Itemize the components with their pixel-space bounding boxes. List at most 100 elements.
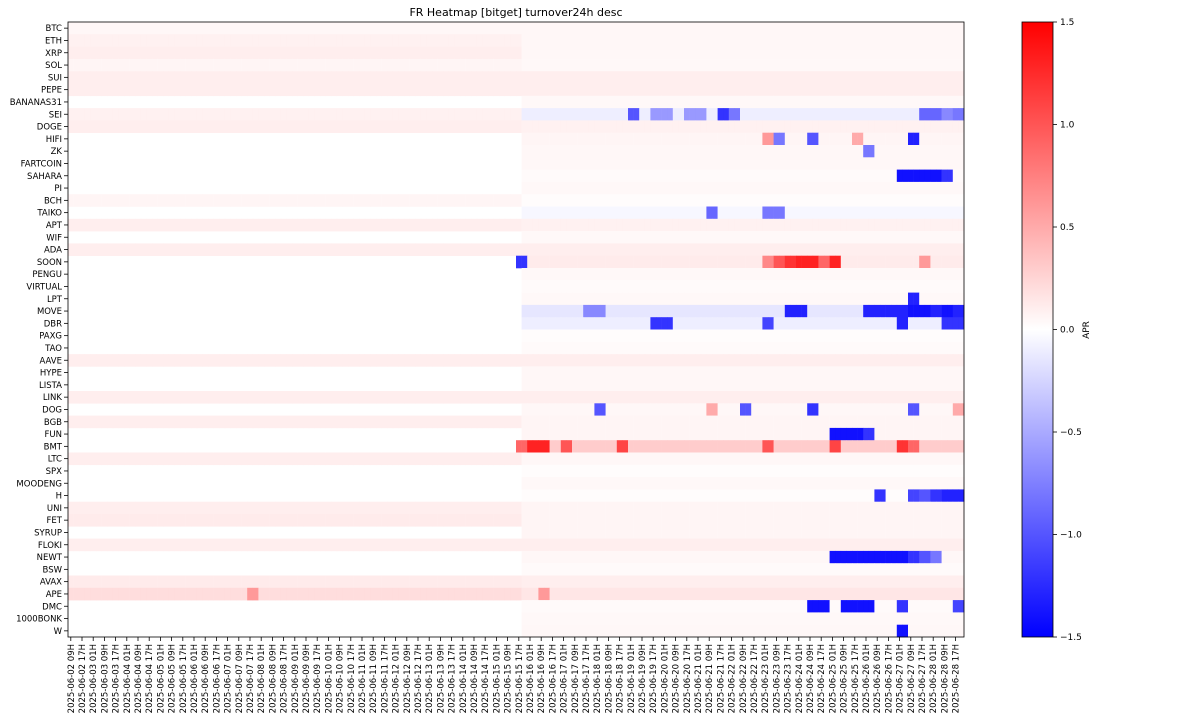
heatmap-cell (751, 83, 758, 97)
heatmap-cell (728, 354, 735, 367)
heatmap-cell (784, 132, 791, 146)
heatmap-cell (852, 366, 858, 379)
heatmap-cell (818, 255, 825, 269)
heatmap-cell (924, 231, 931, 244)
heatmap-cell (745, 452, 752, 466)
heatmap-cell (812, 403, 819, 416)
heatmap-cell (84, 391, 91, 404)
heatmap-cell (762, 464, 769, 478)
heatmap-cell (835, 22, 842, 35)
heatmap-cell (224, 34, 231, 47)
heatmap-cell (924, 366, 931, 379)
heatmap-cell (801, 329, 808, 343)
heatmap-cell (717, 514, 724, 527)
heatmap-cell (488, 501, 494, 515)
heatmap-cell (600, 464, 606, 478)
heatmap-cell (600, 514, 606, 527)
heatmap-cell (773, 280, 780, 293)
heatmap-cell (958, 464, 965, 478)
heatmap-cell (588, 194, 595, 207)
heatmap-cell (661, 538, 668, 552)
heatmap-cell (280, 501, 287, 515)
heatmap-cell (919, 427, 926, 441)
heatmap-cell (840, 477, 847, 490)
heatmap-cell (269, 58, 276, 72)
heatmap-cell (336, 354, 343, 367)
heatmap-cell (331, 46, 338, 60)
heatmap-cell (919, 268, 926, 281)
heatmap-cell (717, 71, 724, 84)
heatmap-cell (616, 415, 623, 429)
heatmap-cell (633, 501, 640, 515)
heatmap-cell (639, 34, 646, 47)
heatmap-cell (471, 514, 478, 527)
heatmap-cell (549, 218, 556, 232)
heatmap-cell (600, 292, 606, 306)
heatmap-cell (790, 120, 797, 133)
heatmap-cell (152, 538, 158, 552)
heatmap-cell (650, 194, 657, 207)
heatmap-cell (840, 132, 847, 146)
heatmap-cell (661, 440, 668, 453)
heatmap-cell (947, 403, 954, 416)
heatmap-cell (723, 120, 730, 133)
heatmap-cell (454, 71, 461, 84)
heatmap-cell (236, 218, 242, 232)
heatmap-cell (555, 231, 562, 244)
heatmap-cell (678, 145, 685, 158)
heatmap-cell (745, 22, 752, 35)
heatmap-cell (740, 452, 746, 466)
heatmap-cell (264, 538, 270, 552)
heatmap-cell (611, 22, 618, 35)
heatmap-cell (611, 268, 618, 281)
heatmap-cell (818, 268, 825, 281)
heatmap-cell (734, 132, 741, 146)
heatmap-cell (163, 194, 170, 207)
heatmap-cell (656, 71, 662, 84)
heatmap-cell (622, 22, 629, 35)
heatmap-cell (448, 120, 455, 133)
heatmap-cell (639, 354, 646, 367)
heatmap-cell (202, 108, 209, 121)
heatmap-cell (863, 169, 870, 183)
heatmap-cell (667, 317, 674, 330)
heatmap-cell (930, 194, 937, 207)
heatmap-cell (73, 108, 80, 121)
heatmap-cell (807, 268, 814, 281)
heatmap-cell (84, 218, 91, 232)
heatmap-cell (835, 317, 842, 330)
heatmap-cell (616, 243, 623, 256)
heatmap-cell (672, 563, 679, 576)
heatmap-cell (387, 415, 394, 429)
heatmap-cell (930, 83, 937, 97)
heatmap-cell (656, 514, 662, 527)
heatmap-cell (286, 391, 293, 404)
heatmap-cell (616, 34, 623, 47)
heatmap-cell (275, 514, 282, 527)
heatmap-cell (560, 169, 567, 183)
heatmap-cell (678, 194, 685, 207)
heatmap-cell (73, 415, 80, 429)
heatmap-cell (880, 526, 886, 539)
heatmap-cell (695, 440, 702, 453)
heatmap-cell (124, 46, 130, 60)
heatmap-cell (829, 341, 836, 355)
heatmap-cell (594, 268, 601, 281)
heatmap-cell (443, 58, 450, 72)
heatmap-cell (913, 157, 920, 170)
heatmap-cell (650, 341, 657, 355)
heatmap-cell (667, 108, 674, 121)
heatmap-cell (168, 501, 175, 515)
heatmap-cell (549, 34, 556, 47)
heatmap-cell (891, 514, 898, 527)
heatmap-cell (958, 427, 965, 441)
heatmap-cell (96, 194, 102, 207)
heatmap-cell (751, 194, 758, 207)
heatmap-cell (723, 550, 730, 564)
heatmap-cell (913, 440, 920, 453)
heatmap-cell (628, 366, 634, 379)
heatmap-cell (734, 206, 741, 220)
heatmap-cell (779, 46, 786, 60)
heatmap-cell (611, 440, 618, 453)
heatmap-cell (656, 464, 662, 478)
